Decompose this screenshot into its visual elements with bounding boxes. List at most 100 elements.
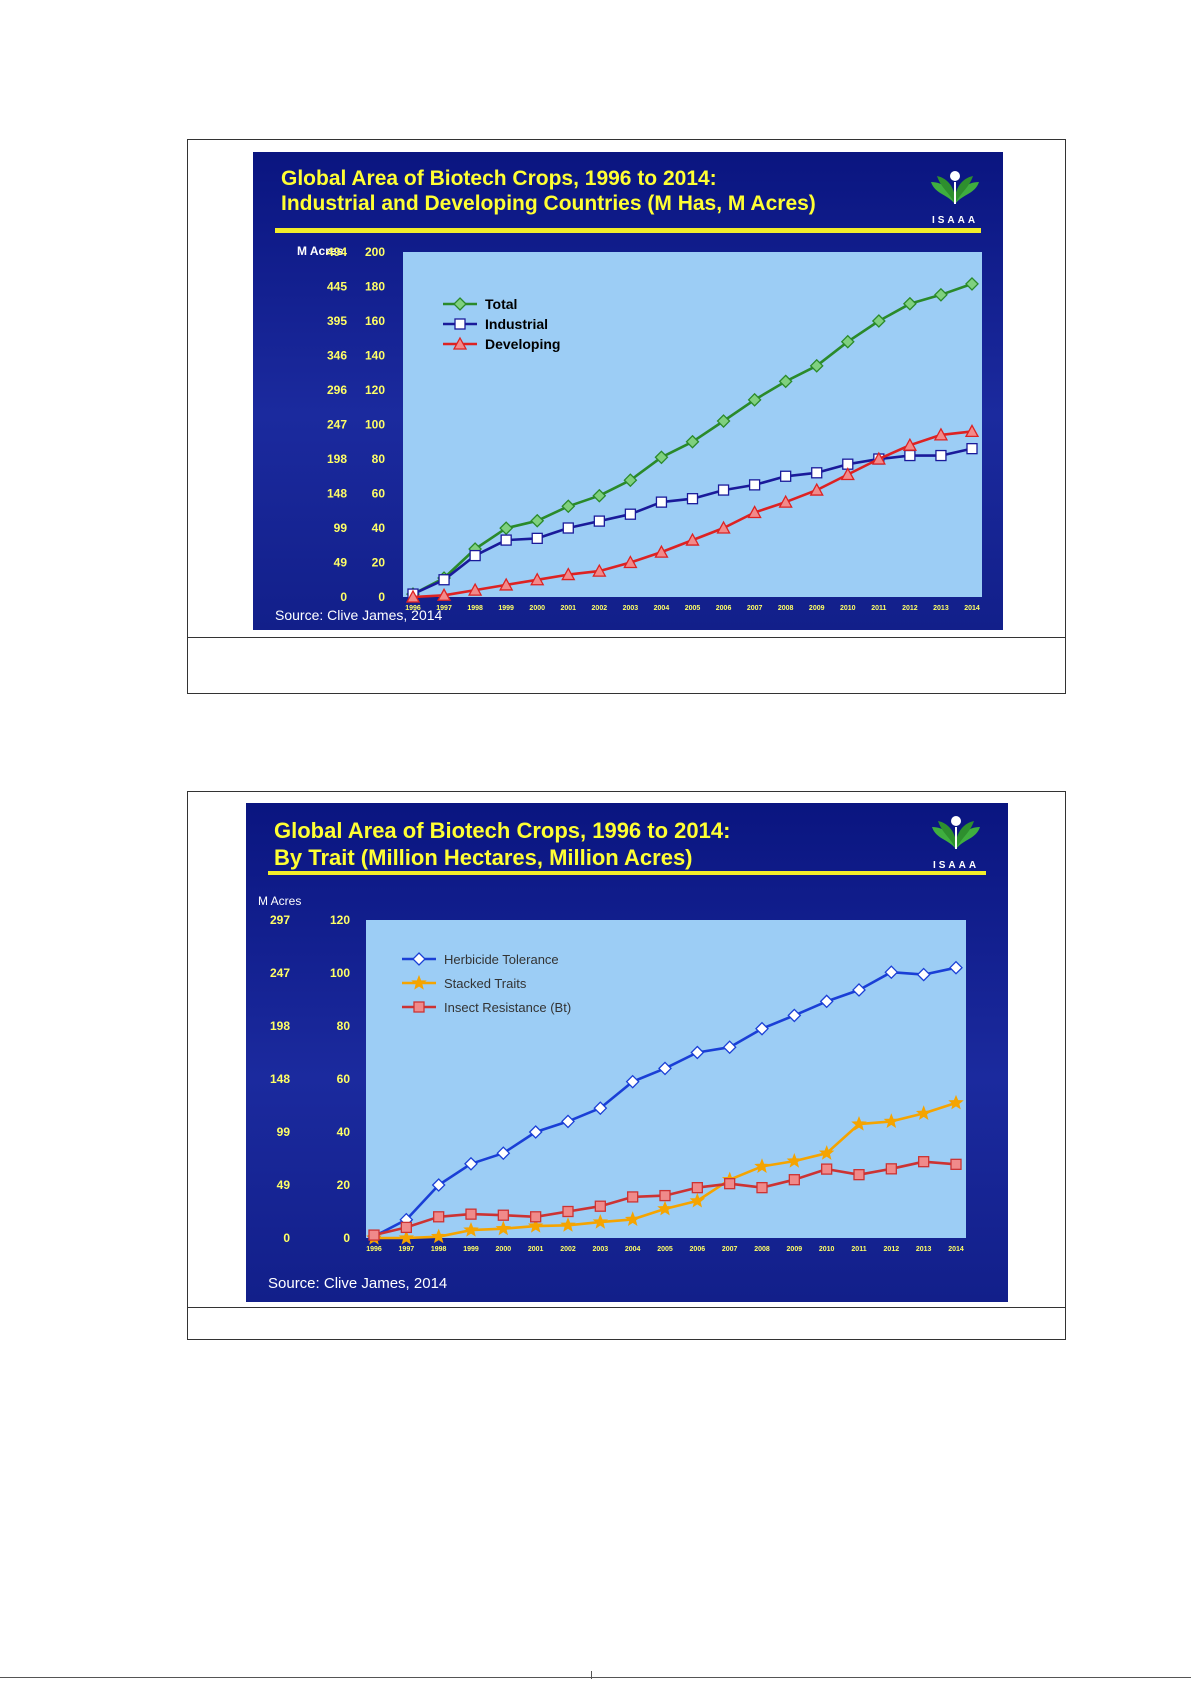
data-point [853, 1169, 865, 1181]
data-point [436, 587, 452, 601]
data-point [398, 1229, 415, 1245]
x-tick-label: 2002 [592, 605, 608, 612]
data-point [935, 449, 947, 462]
data-point [756, 1181, 768, 1194]
legend-marker [453, 297, 467, 311]
slide-title-2: Global Area of Biotech Crops, 1996 to 20… [274, 818, 731, 870]
data-point [500, 534, 512, 546]
y-tick-label-acres: 247 [270, 966, 290, 980]
data-point [659, 1189, 671, 1202]
data-point [747, 392, 762, 407]
y-tick-label-hectares: 160 [365, 314, 385, 328]
data-point [724, 1178, 736, 1190]
x-tick-label: 2001 [560, 605, 576, 612]
data-point [623, 555, 638, 569]
legend-marker [413, 1001, 425, 1013]
x-tick-label: 2008 [778, 605, 794, 612]
data-point [405, 589, 421, 603]
y-tick-label-hectares: 80 [372, 452, 386, 466]
data-point [949, 960, 963, 975]
x-tick-label: 2003 [623, 605, 639, 612]
x-tick-label: 2011 [871, 605, 886, 612]
data-point [623, 473, 638, 488]
data-point [624, 1211, 641, 1227]
x-tick-label: 1996 [405, 605, 421, 612]
y-tick-label-acres: 0 [283, 1231, 290, 1245]
line-chart-2: M Acres 0 0 20 49 40 99 60 148 80 198 100 247 120 297 1… [258, 894, 966, 1253]
y-tick-label-acres: 99 [277, 1125, 291, 1139]
x-tick-label: 2007 [747, 605, 763, 612]
data-point [788, 1174, 800, 1186]
y-tick-label-hectares: 20 [372, 556, 386, 570]
data-point [934, 287, 948, 302]
x-tick-label: 2008 [754, 1246, 770, 1253]
data-point [716, 520, 731, 534]
data-point [654, 544, 669, 558]
y-tick-label-acres: 445 [327, 280, 347, 294]
data-point [748, 479, 761, 491]
legend-label: Developing [485, 336, 560, 352]
source-note-2: Source: Clive James, 2014 [268, 1275, 448, 1292]
data-point [818, 1145, 835, 1160]
title-rule-1 [275, 228, 981, 233]
data-point [562, 1205, 574, 1218]
plot-area [366, 920, 966, 1238]
data-point [468, 582, 483, 596]
data-point [722, 1040, 737, 1055]
data-point [821, 1163, 833, 1175]
data-point [593, 1101, 608, 1116]
acres-axis-label: M Acres [258, 894, 301, 908]
y-tick-label-hectares: 0 [343, 1231, 350, 1245]
y-tick-label-acres: 148 [327, 487, 347, 501]
data-point [811, 467, 823, 479]
data-point [465, 1208, 477, 1220]
x-tick-label: 2006 [716, 605, 732, 612]
x-tick-label: 2010 [819, 1246, 835, 1253]
y-tick-label-hectares: 140 [365, 349, 385, 363]
data-point [787, 1008, 802, 1023]
data-point [463, 1222, 479, 1237]
x-tick-label: 1996 [366, 1246, 382, 1253]
x-tick-label: 1997 [399, 1246, 415, 1253]
data-point [469, 549, 481, 562]
data-point [717, 484, 730, 496]
data-point [809, 482, 824, 496]
x-tick-label: 1997 [436, 605, 452, 612]
y-tick-label-hectares: 80 [337, 1019, 351, 1033]
data-point [686, 493, 699, 505]
data-point [497, 1209, 509, 1221]
data-point [495, 1220, 512, 1236]
data-point [885, 1163, 897, 1175]
x-tick-label: 2014 [964, 605, 980, 612]
y-tick-label-hectares: 100 [365, 418, 385, 432]
data-point [530, 572, 545, 586]
data-point [755, 1021, 769, 1036]
x-tick-label: 2004 [654, 605, 670, 612]
x-tick-label: 1998 [467, 605, 483, 612]
data-point [871, 451, 886, 465]
x-tick-label: 2002 [560, 1246, 576, 1253]
data-point [592, 488, 607, 503]
y-tick-label-hectares: 40 [372, 521, 386, 535]
data-point [625, 1074, 640, 1089]
data-point [592, 563, 607, 577]
x-tick-label: 2013 [916, 1246, 932, 1253]
slide-title-1: Global Area of Biotech Crops, 1996 to 20… [281, 167, 816, 215]
data-point [747, 505, 762, 519]
title-rule-2 [268, 871, 986, 875]
data-point [840, 334, 855, 349]
data-point [884, 965, 899, 980]
y-tick-label-hectares: 40 [337, 1125, 351, 1139]
x-tick-label: 2007 [722, 1246, 738, 1253]
data-point [778, 374, 793, 389]
x-tick-label: 2000 [496, 1246, 512, 1253]
data-point [871, 314, 886, 328]
x-tick-label: 2009 [809, 605, 825, 612]
isaaa-leaf-icon [931, 171, 979, 204]
data-point [691, 1181, 703, 1194]
y-tick-label-hectares: 60 [337, 1072, 351, 1086]
legend-label: Total [485, 296, 517, 312]
y-tick-label-acres: 247 [327, 418, 347, 432]
data-point [851, 1116, 867, 1131]
legend-marker [454, 318, 466, 330]
